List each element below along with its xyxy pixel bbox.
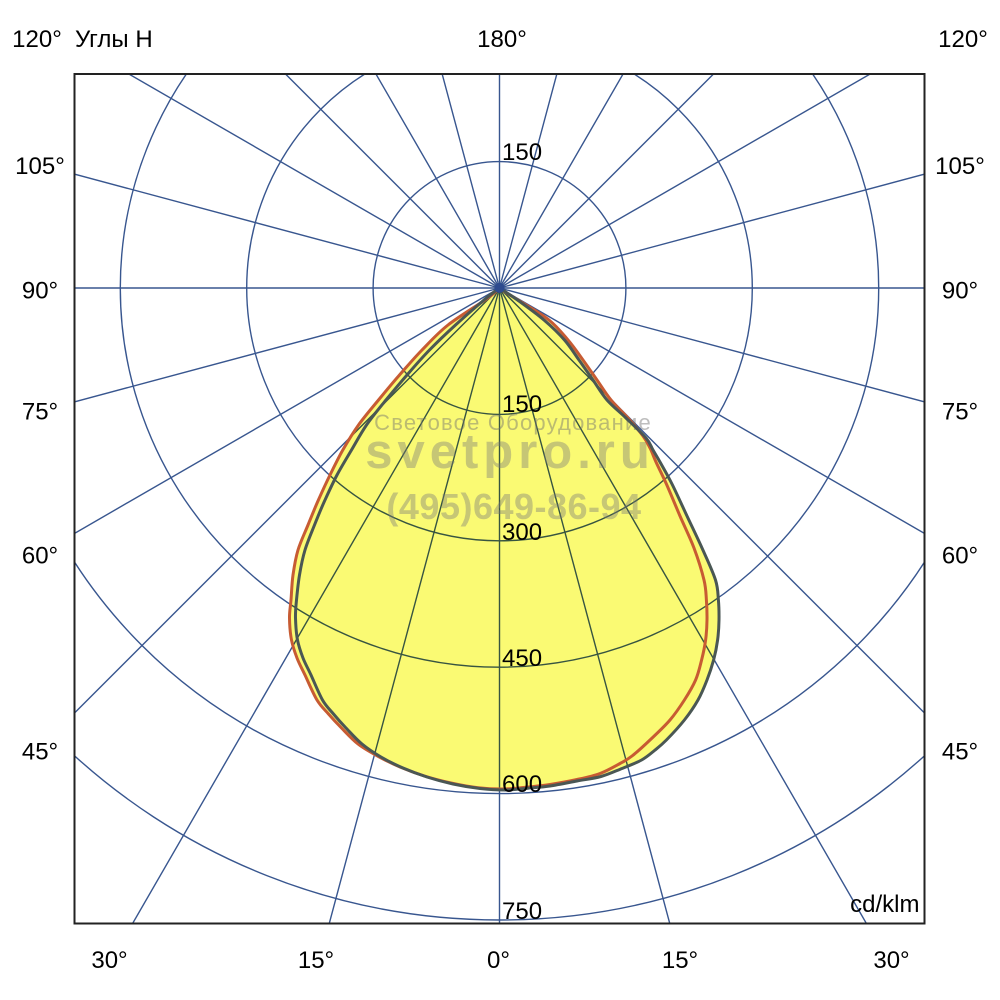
- svg-text:60°: 60°: [22, 543, 58, 570]
- svg-text:45°: 45°: [942, 739, 978, 766]
- svg-text:150: 150: [502, 391, 542, 418]
- svg-text:600: 600: [502, 771, 542, 798]
- svg-text:0°: 0°: [487, 947, 510, 974]
- svg-text:Световое Оборудование: Световое Оборудование: [374, 410, 652, 435]
- svg-text:450: 450: [502, 645, 542, 672]
- svg-text:300: 300: [502, 519, 542, 546]
- svg-text:cd/klm: cd/klm: [850, 891, 919, 918]
- svg-text:30°: 30°: [873, 947, 909, 974]
- svg-text:120°: 120°: [938, 26, 988, 53]
- svg-text:(495)649-86-94: (495)649-86-94: [386, 486, 641, 527]
- svg-text:105°: 105°: [15, 153, 65, 180]
- svg-text:105°: 105°: [935, 153, 985, 180]
- svg-text:15°: 15°: [662, 947, 698, 974]
- svg-text:120°: 120°: [12, 26, 62, 53]
- svg-text:15°: 15°: [298, 947, 334, 974]
- svg-text:90°: 90°: [942, 278, 978, 305]
- svg-text:90°: 90°: [22, 278, 58, 305]
- svg-text:75°: 75°: [22, 399, 58, 426]
- svg-text:30°: 30°: [91, 947, 127, 974]
- svg-text:75°: 75°: [942, 399, 978, 426]
- svg-text:150: 150: [502, 139, 542, 166]
- svg-text:60°: 60°: [942, 543, 978, 570]
- svg-text:750: 750: [502, 898, 542, 925]
- svg-text:180°: 180°: [477, 26, 527, 53]
- svg-text:svetpro.ru: svetpro.ru: [365, 425, 655, 479]
- svg-text:45°: 45°: [22, 739, 58, 766]
- svg-text:Углы Н: Углы Н: [75, 26, 153, 53]
